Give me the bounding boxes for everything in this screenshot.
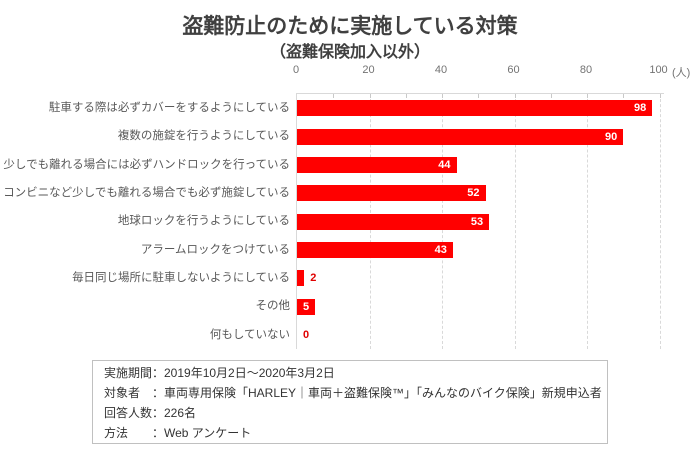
bar-value-label: 98: [634, 102, 647, 115]
bar-value-label: 44: [438, 158, 451, 171]
axis-tick-label: 20: [362, 64, 375, 76]
bar: 44: [297, 156, 457, 173]
axis-tick-mark: [550, 94, 552, 98]
bar: 98: [297, 100, 653, 117]
category-labels: 駐車する際は必ずカバーをするようにしている複数の施錠を行うようにしている少しでも…: [0, 93, 290, 348]
category-label: コンビニなど少しでも離れる場合でも必ず施錠している: [3, 187, 290, 200]
bar-value-label: 90: [605, 130, 618, 143]
axis-unit-label: (人): [672, 67, 691, 79]
x-axis-labels: (人) 0 20 40 60 80 100: [292, 64, 700, 80]
category-label: 複数の施錠を行うようにしている: [117, 130, 290, 143]
category-label: アラームロックをつけている: [140, 243, 290, 256]
bar: [297, 270, 305, 287]
axis-tick-mark: [333, 94, 335, 98]
bar-value-label: 52: [467, 187, 480, 200]
survey-note-line-respondents: 回答人数：226名: [104, 406, 197, 420]
bar-value-label: 43: [434, 243, 447, 256]
axis-tick-mark: [478, 94, 480, 98]
bar-value-label: 2: [310, 272, 317, 285]
bar: 53: [297, 213, 490, 230]
survey-note-box: 実施期間：2019年10月2日～2020年3月2日 対象者 ：車両専用保険「HA…: [92, 360, 608, 444]
bar-value-label: 5: [303, 300, 310, 313]
bar: 43: [297, 241, 453, 258]
bar: 90: [297, 128, 624, 145]
axis-tick-label: 80: [579, 64, 593, 76]
category-label: 少しでも離れる場合には必ずハンドロックを行っている: [3, 158, 290, 171]
survey-note-line-method: 方法 ：Web アンケート: [104, 426, 252, 440]
category-label: 駐車する際は必ずカバーをするようにしている: [48, 102, 290, 115]
plot-area: 98 90 44 52 53 43 2 5 0: [296, 93, 664, 349]
axis-tick-mark: [442, 94, 443, 98]
axis-tick-mark: [405, 94, 407, 98]
survey-note-line-target: 対象者 ：車両専用保険「HARLEY｜車両＋盗難保険™」「みんなのバイク保険」新…: [104, 386, 602, 400]
axis-tick-label: 0: [292, 64, 300, 76]
gridline: [659, 94, 661, 349]
axis-tick-mark: [623, 94, 625, 98]
bar-value-label: 0: [303, 328, 310, 341]
axis-tick-mark: [514, 94, 516, 98]
chart-title: 盗難防止のために実施している対策: [182, 15, 518, 38]
category-label: 何もしていない: [209, 328, 290, 341]
category-label: その他: [255, 300, 291, 313]
category-label: 毎日同じ場所に駐車しないようにしている: [72, 272, 290, 285]
axis-tick-label: 100: [649, 64, 668, 76]
chart-subtitle: （盗難保険加入以外）: [269, 44, 430, 61]
axis-tick-mark: [659, 94, 661, 98]
bar-value-label: 53: [470, 215, 484, 228]
survey-note-line-period: 実施期間：2019年10月2日～2020年3月2日: [104, 366, 335, 380]
gridline: [587, 94, 588, 349]
category-label: 地球ロックを行うようにしている: [117, 215, 290, 228]
axis-tick-label: 40: [434, 64, 448, 76]
axis-tick-mark: [369, 94, 371, 98]
axis-tick-mark: [587, 94, 588, 98]
axis-tick-label: 60: [507, 64, 520, 76]
gridline: [514, 94, 516, 349]
bar: 5: [297, 298, 316, 315]
bar: 52: [297, 185, 486, 202]
